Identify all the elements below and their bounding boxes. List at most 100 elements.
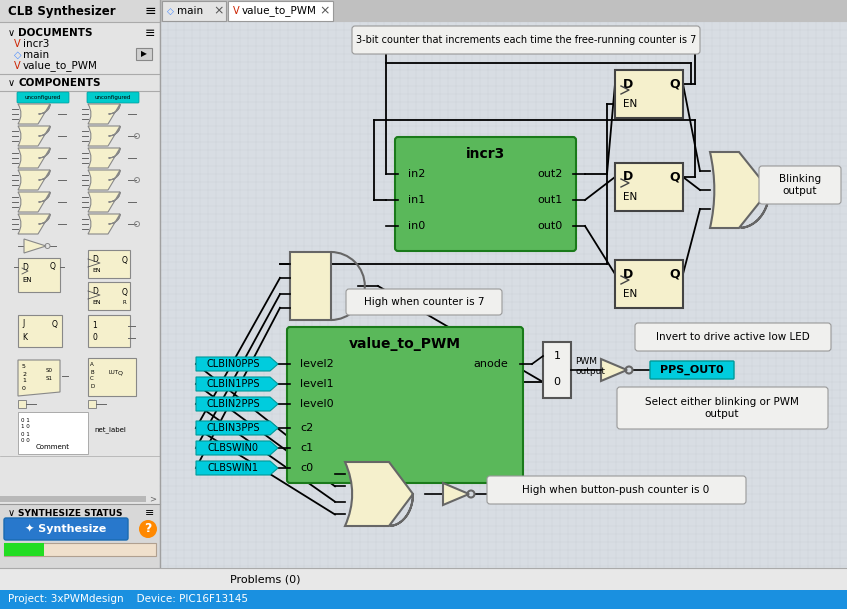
PathPatch shape — [88, 104, 120, 124]
Text: Q: Q — [122, 287, 128, 297]
Bar — [88, 282, 130, 310]
Bar — [615, 163, 683, 211]
Text: ≡: ≡ — [146, 508, 155, 518]
Text: 3-bit counter that increments each time the free-running counter is 7: 3-bit counter that increments each time … — [356, 35, 696, 45]
Bar — [160, 22, 847, 568]
Text: D: D — [623, 267, 634, 281]
Text: anode: anode — [473, 359, 508, 369]
Text: CLBIN3PPS: CLBIN3PPS — [207, 423, 260, 433]
Text: D: D — [623, 77, 634, 91]
Bar — [0, 568, 847, 590]
Text: D: D — [92, 256, 98, 264]
Circle shape — [139, 520, 157, 538]
Bar — [88, 250, 130, 278]
FancyBboxPatch shape — [759, 166, 841, 204]
PathPatch shape — [88, 214, 120, 234]
Text: V: V — [14, 39, 20, 49]
Text: 1: 1 — [92, 322, 97, 331]
Text: B: B — [90, 370, 94, 375]
Bar — [162, 1, 226, 21]
Polygon shape — [196, 421, 278, 435]
Text: >: > — [150, 495, 157, 504]
Text: level0: level0 — [300, 399, 334, 409]
Text: EN: EN — [92, 300, 101, 306]
Text: CLBSWIN1: CLBSWIN1 — [208, 463, 258, 473]
Text: D: D — [92, 287, 98, 297]
Text: ∨: ∨ — [8, 508, 15, 518]
Text: Q: Q — [669, 171, 679, 183]
Text: incr3: incr3 — [466, 147, 505, 161]
Bar — [4, 543, 44, 556]
PathPatch shape — [18, 148, 50, 168]
Text: level1: level1 — [300, 379, 334, 389]
FancyBboxPatch shape — [650, 361, 734, 379]
Polygon shape — [196, 357, 278, 371]
Bar — [543, 342, 571, 398]
Polygon shape — [196, 377, 278, 391]
Text: J: J — [22, 320, 25, 328]
Text: 0 0: 0 0 — [21, 438, 30, 443]
Text: 0 1: 0 1 — [21, 418, 30, 423]
Text: in2: in2 — [408, 169, 425, 179]
Bar — [88, 358, 136, 396]
Bar — [0, 496, 146, 502]
Text: c1: c1 — [300, 443, 313, 453]
Text: out1: out1 — [538, 195, 563, 205]
Text: Q: Q — [669, 267, 679, 281]
Text: D: D — [90, 384, 94, 389]
Text: incr3: incr3 — [23, 39, 49, 49]
Text: Problems (0): Problems (0) — [230, 574, 301, 584]
FancyBboxPatch shape — [87, 92, 139, 103]
Text: out2: out2 — [538, 169, 563, 179]
Text: CLBIN2PPS: CLBIN2PPS — [206, 399, 260, 409]
Text: 5: 5 — [22, 365, 26, 370]
Text: ×: × — [213, 4, 224, 18]
FancyBboxPatch shape — [346, 289, 502, 315]
Text: ✦ Synthesize: ✦ Synthesize — [25, 524, 107, 534]
Text: CLB Synthesizer: CLB Synthesizer — [8, 4, 116, 18]
Bar — [0, 590, 847, 609]
Text: CLBIN1PPS: CLBIN1PPS — [207, 379, 260, 389]
Bar — [18, 400, 26, 408]
Polygon shape — [196, 397, 278, 411]
Bar — [88, 400, 96, 408]
Polygon shape — [601, 359, 627, 381]
Text: in1: in1 — [408, 195, 425, 205]
Text: ▶: ▶ — [141, 49, 147, 58]
Text: Q: Q — [122, 256, 128, 264]
Text: CLBSWIN0: CLBSWIN0 — [208, 443, 258, 453]
FancyBboxPatch shape — [635, 323, 831, 351]
Text: 1 0: 1 0 — [21, 424, 30, 429]
Bar — [615, 260, 683, 308]
Text: Q: Q — [52, 320, 58, 328]
Text: level2: level2 — [300, 359, 334, 369]
PathPatch shape — [18, 126, 50, 146]
FancyBboxPatch shape — [17, 92, 69, 103]
FancyBboxPatch shape — [287, 327, 523, 483]
Text: ◇: ◇ — [167, 7, 174, 15]
Text: High when button-push counter is 0: High when button-push counter is 0 — [523, 485, 710, 495]
Text: net_label: net_label — [94, 427, 126, 434]
Text: ≡: ≡ — [144, 4, 156, 18]
Text: EN: EN — [623, 99, 637, 109]
Text: 1: 1 — [22, 379, 26, 384]
Text: PWM: PWM — [575, 357, 597, 367]
Text: R: R — [122, 300, 125, 306]
Bar — [615, 70, 683, 118]
PathPatch shape — [18, 214, 50, 234]
Text: D: D — [22, 262, 28, 272]
PathPatch shape — [18, 192, 50, 212]
FancyBboxPatch shape — [395, 137, 576, 251]
Polygon shape — [196, 461, 278, 475]
Text: Comment: Comment — [36, 444, 70, 450]
Text: in0: in0 — [408, 221, 425, 231]
PathPatch shape — [88, 192, 120, 212]
Text: PPS_OUT0: PPS_OUT0 — [660, 365, 724, 375]
Text: 0: 0 — [92, 334, 97, 342]
Text: ∨: ∨ — [8, 78, 15, 88]
Text: SYNTHESIZE STATUS: SYNTHESIZE STATUS — [18, 509, 123, 518]
Text: COMPONENTS: COMPONENTS — [18, 78, 101, 88]
Polygon shape — [24, 239, 46, 253]
Text: 2: 2 — [22, 371, 26, 376]
Text: 0 1: 0 1 — [21, 432, 30, 437]
